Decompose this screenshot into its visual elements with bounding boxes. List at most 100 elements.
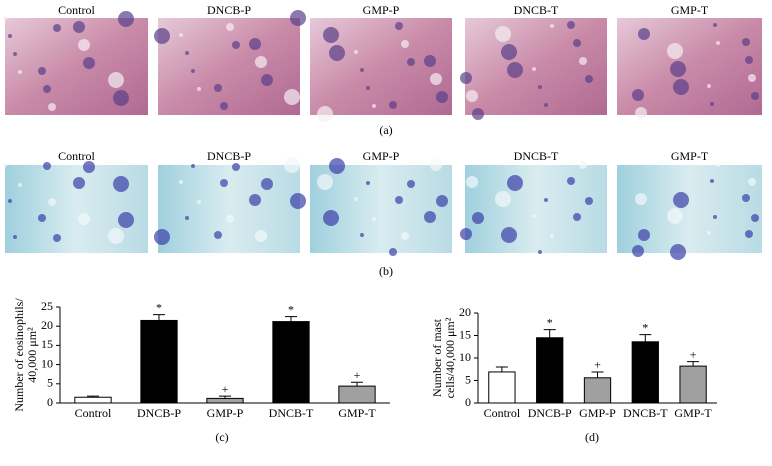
cell [290,193,306,209]
cell [532,67,536,71]
cell [360,68,364,72]
cell [538,250,542,254]
cell [407,180,415,188]
cell [466,176,478,188]
cell [532,214,536,218]
micrograph [158,18,300,115]
cell [424,211,436,223]
micrograph [617,165,762,253]
cell [707,231,711,235]
cell [372,104,376,108]
significance-marker: + [594,358,601,372]
cell [3,163,7,167]
cell [501,44,517,60]
y-tick-label: 20 [41,318,53,332]
panel-label: (b) [379,264,393,278]
cell [401,40,409,48]
cell [366,181,370,185]
cell [395,196,403,204]
x-tick-label: GMP-P [579,406,616,420]
cell [585,75,593,83]
x-tick-label: GMP-T [674,406,712,420]
cell [13,235,17,239]
bar [140,319,178,404]
cell [179,33,183,37]
cell [43,85,51,93]
x-tick-label: GMP-P [207,406,244,420]
cell [179,180,183,184]
cell [430,159,442,171]
cell [713,215,717,219]
cell [78,213,90,225]
image-title: DNCB-P [207,149,251,163]
cell [214,231,222,239]
cell [742,194,750,202]
cell [430,73,442,85]
cell [185,51,189,55]
cell [707,84,711,88]
cell [249,194,261,206]
cell [191,69,195,73]
error-bar [495,366,508,372]
cell [108,72,124,88]
cell [73,177,85,189]
cell [78,39,90,51]
x-tick-label: Control [75,406,112,420]
x-tick-label: DNCB-P [528,406,572,420]
cell [290,10,306,26]
cell [751,92,759,100]
cell [748,178,756,186]
cell [567,21,575,29]
cell [550,24,554,28]
image-title: GMP-T [671,149,709,163]
cell [710,102,714,106]
error-bar [285,316,297,322]
panel-label: (c) [215,430,228,444]
cell [197,200,201,204]
cell [670,61,686,77]
cell [220,102,228,110]
cell [18,183,22,187]
cell [232,163,240,171]
cell [261,178,273,190]
significance-marker: * [156,300,162,314]
cell [407,58,415,66]
micrograph [465,18,607,115]
cell [673,79,689,95]
y-tick-label: 0 [465,395,471,409]
y-tick-label: 15 [41,337,53,351]
y-tick-label: 25 [41,299,53,313]
cell [573,213,581,221]
cell [261,74,273,86]
cell [154,229,170,245]
cell [632,245,644,257]
cell [220,179,228,187]
image-title: GMP-P [363,3,400,17]
cell [38,214,46,222]
cell [635,193,647,205]
cell [401,232,409,240]
cell [83,161,95,173]
cell [8,34,12,38]
cell [472,108,484,120]
cell [495,191,511,207]
cell [53,24,61,32]
cell [249,38,261,50]
cell [197,87,201,91]
cell [748,74,756,82]
panel-label: (a) [379,123,392,137]
cell [43,162,51,170]
cell [585,197,593,205]
y-axis-label: cells/40,000 μm² [443,317,457,398]
cell [670,244,686,260]
cell [716,163,720,167]
error-bar [153,314,165,321]
cell [317,106,333,122]
cell [13,52,17,56]
cell [579,161,587,169]
image-title: DNCB-T [514,149,559,163]
bar [536,337,564,404]
x-tick-label: DNCB-P [137,406,181,420]
bar [583,377,612,404]
cell [495,26,511,42]
